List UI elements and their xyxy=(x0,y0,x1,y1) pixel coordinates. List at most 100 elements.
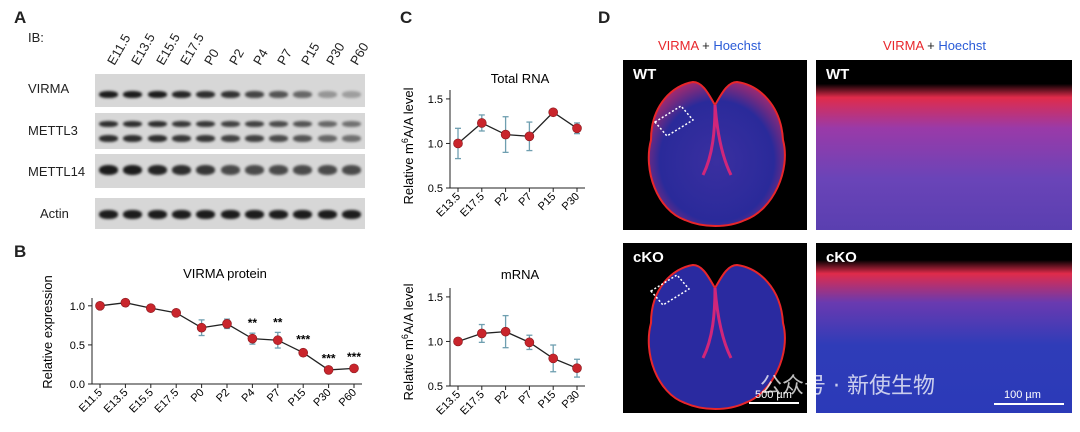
x-tick-label: E17.5 xyxy=(458,191,487,220)
x-tick-label: P60 xyxy=(337,387,359,409)
blot-band xyxy=(123,135,143,142)
data-point xyxy=(477,328,487,339)
x-tick-label: P4 xyxy=(240,387,258,405)
x-tick-label: P7 xyxy=(265,387,283,405)
label-wt-left: WT xyxy=(633,66,657,83)
y-tick-label: 1.0 xyxy=(428,336,443,348)
blot-band xyxy=(196,135,216,142)
x-tick-label: E17.5 xyxy=(153,387,182,416)
blot-band xyxy=(342,135,361,142)
x-tick-label: E17.5 xyxy=(458,389,487,418)
blot-band xyxy=(171,91,191,98)
blot-band xyxy=(244,165,264,175)
x-tick-label: P30 xyxy=(311,387,333,409)
blot-band xyxy=(317,165,337,175)
chart-b-ylabel: Relative expression xyxy=(40,275,55,388)
data-point xyxy=(477,118,487,128)
data-point xyxy=(196,322,207,333)
blot-band xyxy=(196,91,216,98)
lane-label: P15 xyxy=(298,39,323,68)
x-tick-label: P15 xyxy=(536,389,558,411)
data-point xyxy=(524,337,535,348)
blot-label-virma: VIRMA xyxy=(28,81,70,96)
x-tick-label: P0 xyxy=(189,387,207,405)
x-tick-label: P2 xyxy=(493,389,511,407)
y-tick-label: 0.5 xyxy=(70,340,85,352)
data-point xyxy=(247,333,258,344)
blot-band xyxy=(220,135,240,142)
data-point xyxy=(572,363,582,373)
y-tick-label: 1.5 xyxy=(428,292,443,304)
data-point xyxy=(453,336,463,347)
data-point xyxy=(349,363,359,374)
blot-band xyxy=(244,121,264,127)
data-point xyxy=(120,297,131,308)
blot-label-mettl3: METTL3 xyxy=(28,123,78,138)
cko-brain-section xyxy=(647,263,799,410)
data-point xyxy=(524,131,535,142)
blot-band xyxy=(147,121,167,127)
lane-label: E13.5 xyxy=(128,30,159,68)
x-tick-label: P2 xyxy=(493,191,511,209)
blot-band xyxy=(123,165,143,175)
data-point xyxy=(500,326,511,337)
blot-band xyxy=(147,210,167,219)
panel-letter-a: A xyxy=(14,8,27,27)
lane-label: P7 xyxy=(274,46,296,68)
scale-bar-100-line xyxy=(994,403,1064,405)
chart-c1-ylabel: Relative m6A/A level xyxy=(400,87,416,204)
plus-sign: + xyxy=(702,38,710,53)
series-line xyxy=(99,302,355,371)
blot-band xyxy=(293,165,313,175)
blot-band xyxy=(147,165,167,175)
blot-band xyxy=(123,91,143,98)
micrograph-cko-overview: cKO 500 µm xyxy=(623,243,807,413)
blot-band xyxy=(99,135,118,142)
data-point xyxy=(453,138,463,149)
chart-c1-title: Total RNA xyxy=(491,71,550,86)
x-tick-label: E13.5 xyxy=(102,387,131,416)
blot-band xyxy=(196,210,216,219)
panel-d-header-left: VIRMA + Hoechst xyxy=(658,38,761,53)
lane-label: P0 xyxy=(201,46,223,68)
chart-c2-title: mRNA xyxy=(501,267,540,282)
blot-band xyxy=(171,135,191,142)
y-tick-label: 0.5 xyxy=(428,183,443,195)
panel-letter-d: D xyxy=(598,8,611,27)
y-tick-label: 0.0 xyxy=(70,379,85,391)
blot-band xyxy=(220,121,240,127)
series-line xyxy=(457,111,578,144)
blot-band xyxy=(269,135,289,142)
plus-sign-right: + xyxy=(927,38,935,53)
data-point xyxy=(298,347,309,358)
blot-label-mettl14: METTL14 xyxy=(28,164,86,179)
blot-label-actin: Actin xyxy=(40,206,69,221)
blot-band xyxy=(147,135,167,142)
significance-label: ** xyxy=(273,315,283,329)
virma-stain-label-right: VIRMA xyxy=(883,38,924,53)
blot-band xyxy=(342,210,361,219)
significance-label: *** xyxy=(296,333,310,347)
lane-label: E17.5 xyxy=(176,30,207,68)
blot-band xyxy=(99,121,118,127)
blot-actin xyxy=(95,198,365,229)
x-tick-label: E15.5 xyxy=(127,387,156,416)
blot-mettl14 xyxy=(95,154,365,188)
y-tick-label: 1.0 xyxy=(70,301,85,313)
blot-band xyxy=(342,165,361,175)
lane-label: P2 xyxy=(225,46,247,68)
x-tick-label: P7 xyxy=(517,389,535,407)
blot-band xyxy=(293,135,313,142)
panel-letter-b: B xyxy=(14,242,27,261)
blot-band xyxy=(196,121,216,127)
wt-brain-section xyxy=(647,80,786,227)
blot-mettl3 xyxy=(95,113,365,149)
blot-band xyxy=(269,165,289,175)
blot-band xyxy=(123,210,143,219)
lane-label: P4 xyxy=(249,46,271,68)
chart-b-title: VIRMA protein xyxy=(183,266,267,281)
y-tick-label: 0.5 xyxy=(428,381,443,393)
data-point xyxy=(95,301,105,311)
